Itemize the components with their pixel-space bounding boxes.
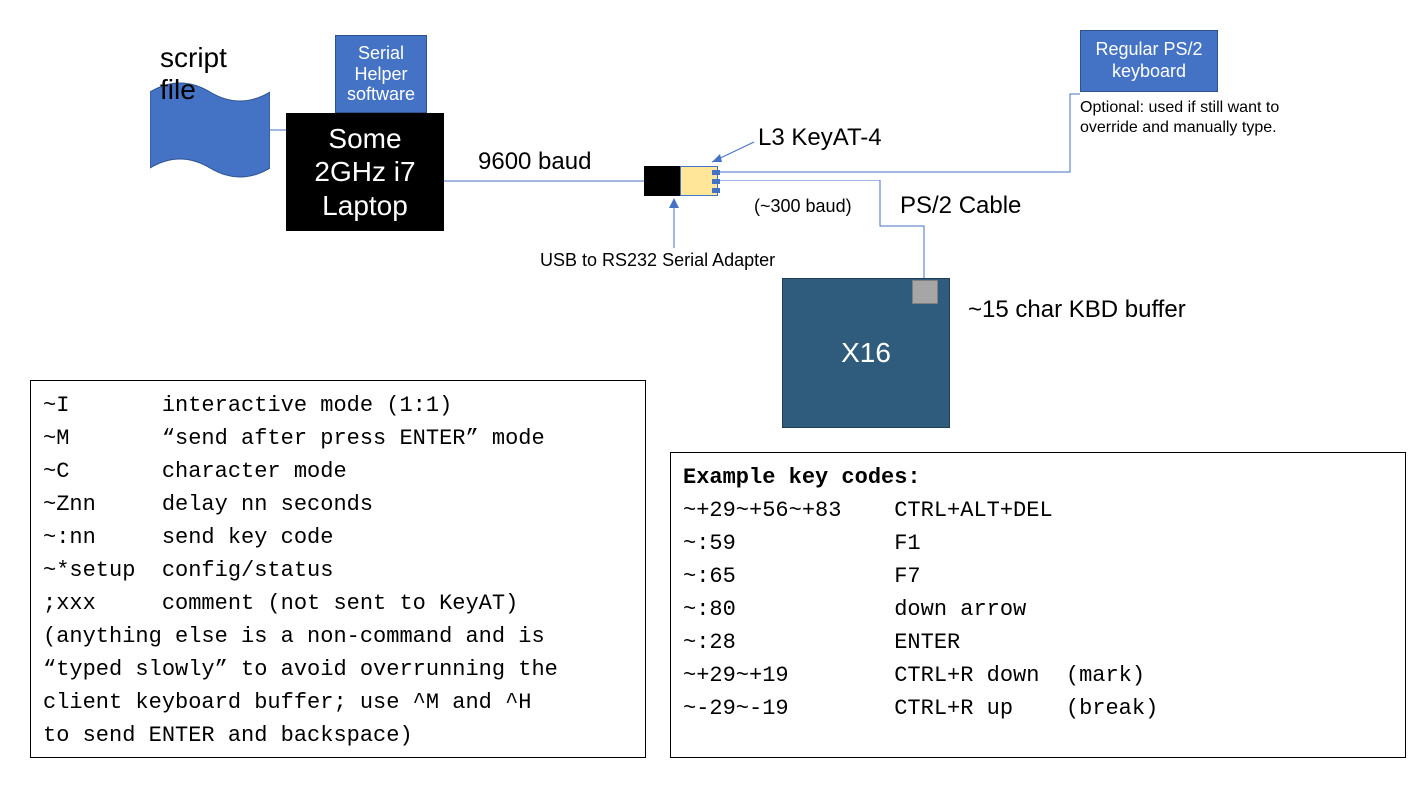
laptop-box: Some 2GHz i7 Laptop [286,113,444,231]
keycode-row: ~:59 F1 [683,527,1393,560]
line-laptop-to-adapter [444,176,644,186]
kbd-buffer-label: ~15 char KBD buffer [968,296,1186,324]
keycode-row: ~:28 ENTER [683,626,1393,659]
ps2-optional-label: Optional: used if still want to override… [1080,98,1279,138]
keyat-port-dot [712,179,720,184]
keycodes-title: Example key codes: [683,461,1393,494]
line-keyat-to-keyboard [720,60,1082,180]
keycode-row: ~:65 F7 [683,560,1393,593]
command-row: ~M “send after press ENTER” mode [43,422,633,455]
command-row: ~C character mode [43,455,633,488]
arrow-usb-label-to-box [664,198,684,252]
keyat-port-dot [712,188,720,193]
command-row: ~I interactive mode (1:1) [43,389,633,422]
keycode-row: ~:80 down arrow [683,593,1393,626]
keycode-row: ~+29~+56~+83 CTRL+ALT+DEL [683,494,1393,527]
keycode-row: ~-29~-19 CTRL+R up (break) [683,692,1393,725]
keycode-row: ~+29~+19 CTRL+R down (mark) [683,659,1393,692]
x16-port [912,280,938,304]
script-file-label: script file [160,42,227,106]
command-row: ~:nn send key code [43,521,633,554]
command-row: ~*setup config/status [43,554,633,587]
command-row: ;xxx comment (not sent to KeyAT) [43,587,633,620]
usb-adapter-box [644,166,680,196]
baud-9600-label: 9600 baud [478,148,591,176]
serial-helper-box: Serial Helper software [335,35,427,113]
command-note: (anything else is a non-command and is “… [43,620,633,752]
keyat-port-dot [712,170,720,175]
command-row: ~Znn delay nn seconds [43,488,633,521]
ps2-keyboard-box: Regular PS/2 keyboard [1080,30,1218,92]
keycodes-box: Example key codes:~+29~+56~+83 CTRL+ALT+… [670,452,1406,758]
commands-box: ~I interactive mode (1:1)~M “send after … [30,380,646,758]
